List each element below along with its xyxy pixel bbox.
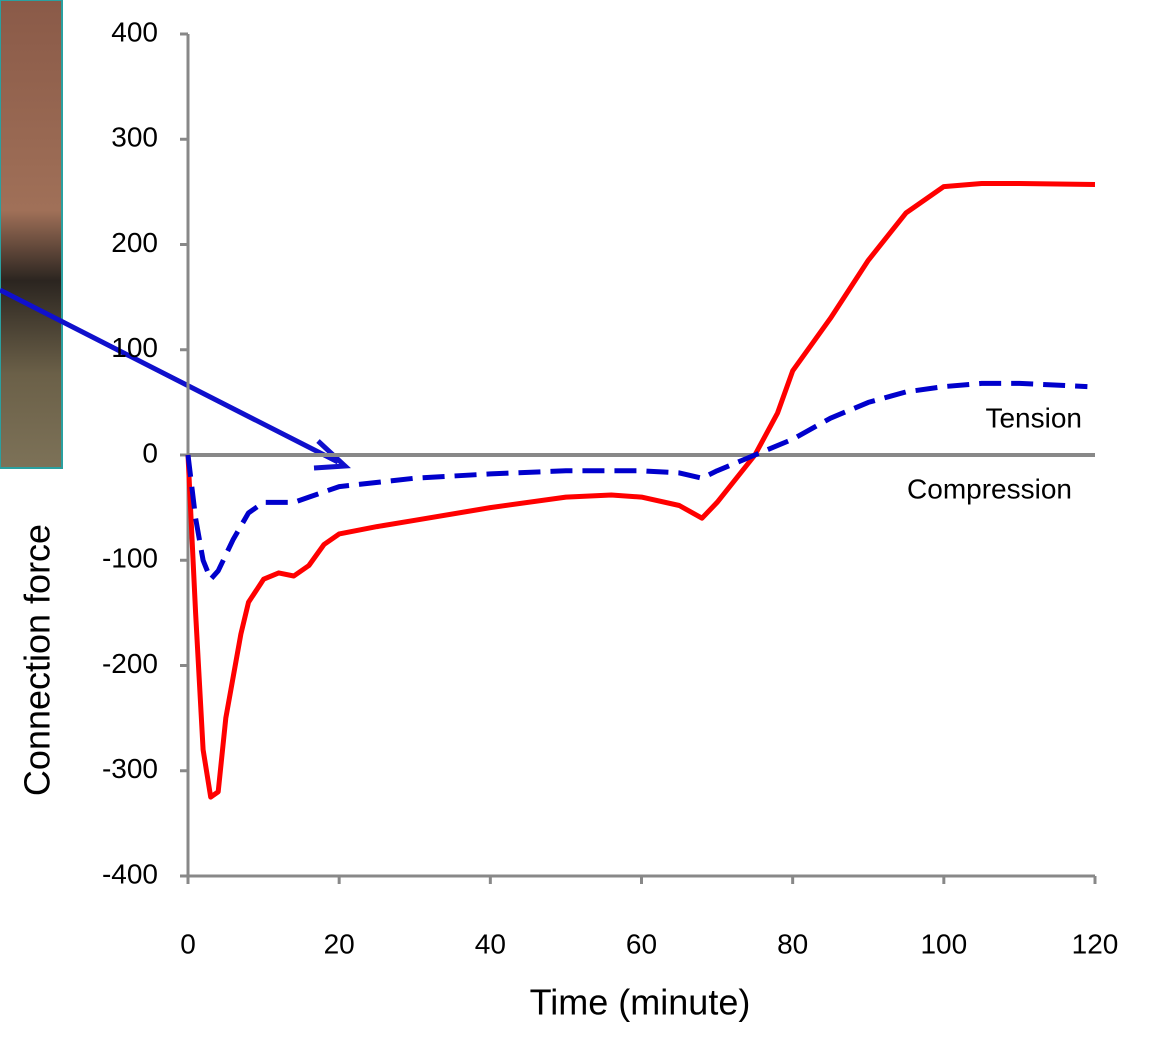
y-tick-label: 0 [142,437,158,468]
x-axis-title: Time (minute) [530,982,751,1023]
y-tick-label: 400 [111,16,158,47]
arrow [0,287,340,465]
y-axis-title: Connection force [17,524,58,796]
x-tick-label: 120 [1072,928,1119,959]
x-tick-label: 40 [475,928,506,959]
arrow-head [313,439,351,471]
y-tick-label: 100 [111,332,158,363]
x-tick-label: 60 [626,928,657,959]
x-tick-label: 80 [777,928,808,959]
y-tick-label: -100 [102,543,158,574]
y-tick-label: -400 [102,858,158,889]
x-tick-label: 20 [324,928,355,959]
y-tick-label: -300 [102,753,158,784]
y-tick-label: 300 [111,122,158,153]
y-tick-label: -200 [102,648,158,679]
y-tick-label: 200 [111,227,158,258]
x-tick-label: 0 [180,928,196,959]
series-line [185,181,1096,800]
x-tick-label: 100 [920,928,967,959]
photo [0,0,63,469]
series-line [185,380,1088,582]
annotation: Compression [907,473,1072,504]
annotation: Tension [985,402,1082,433]
